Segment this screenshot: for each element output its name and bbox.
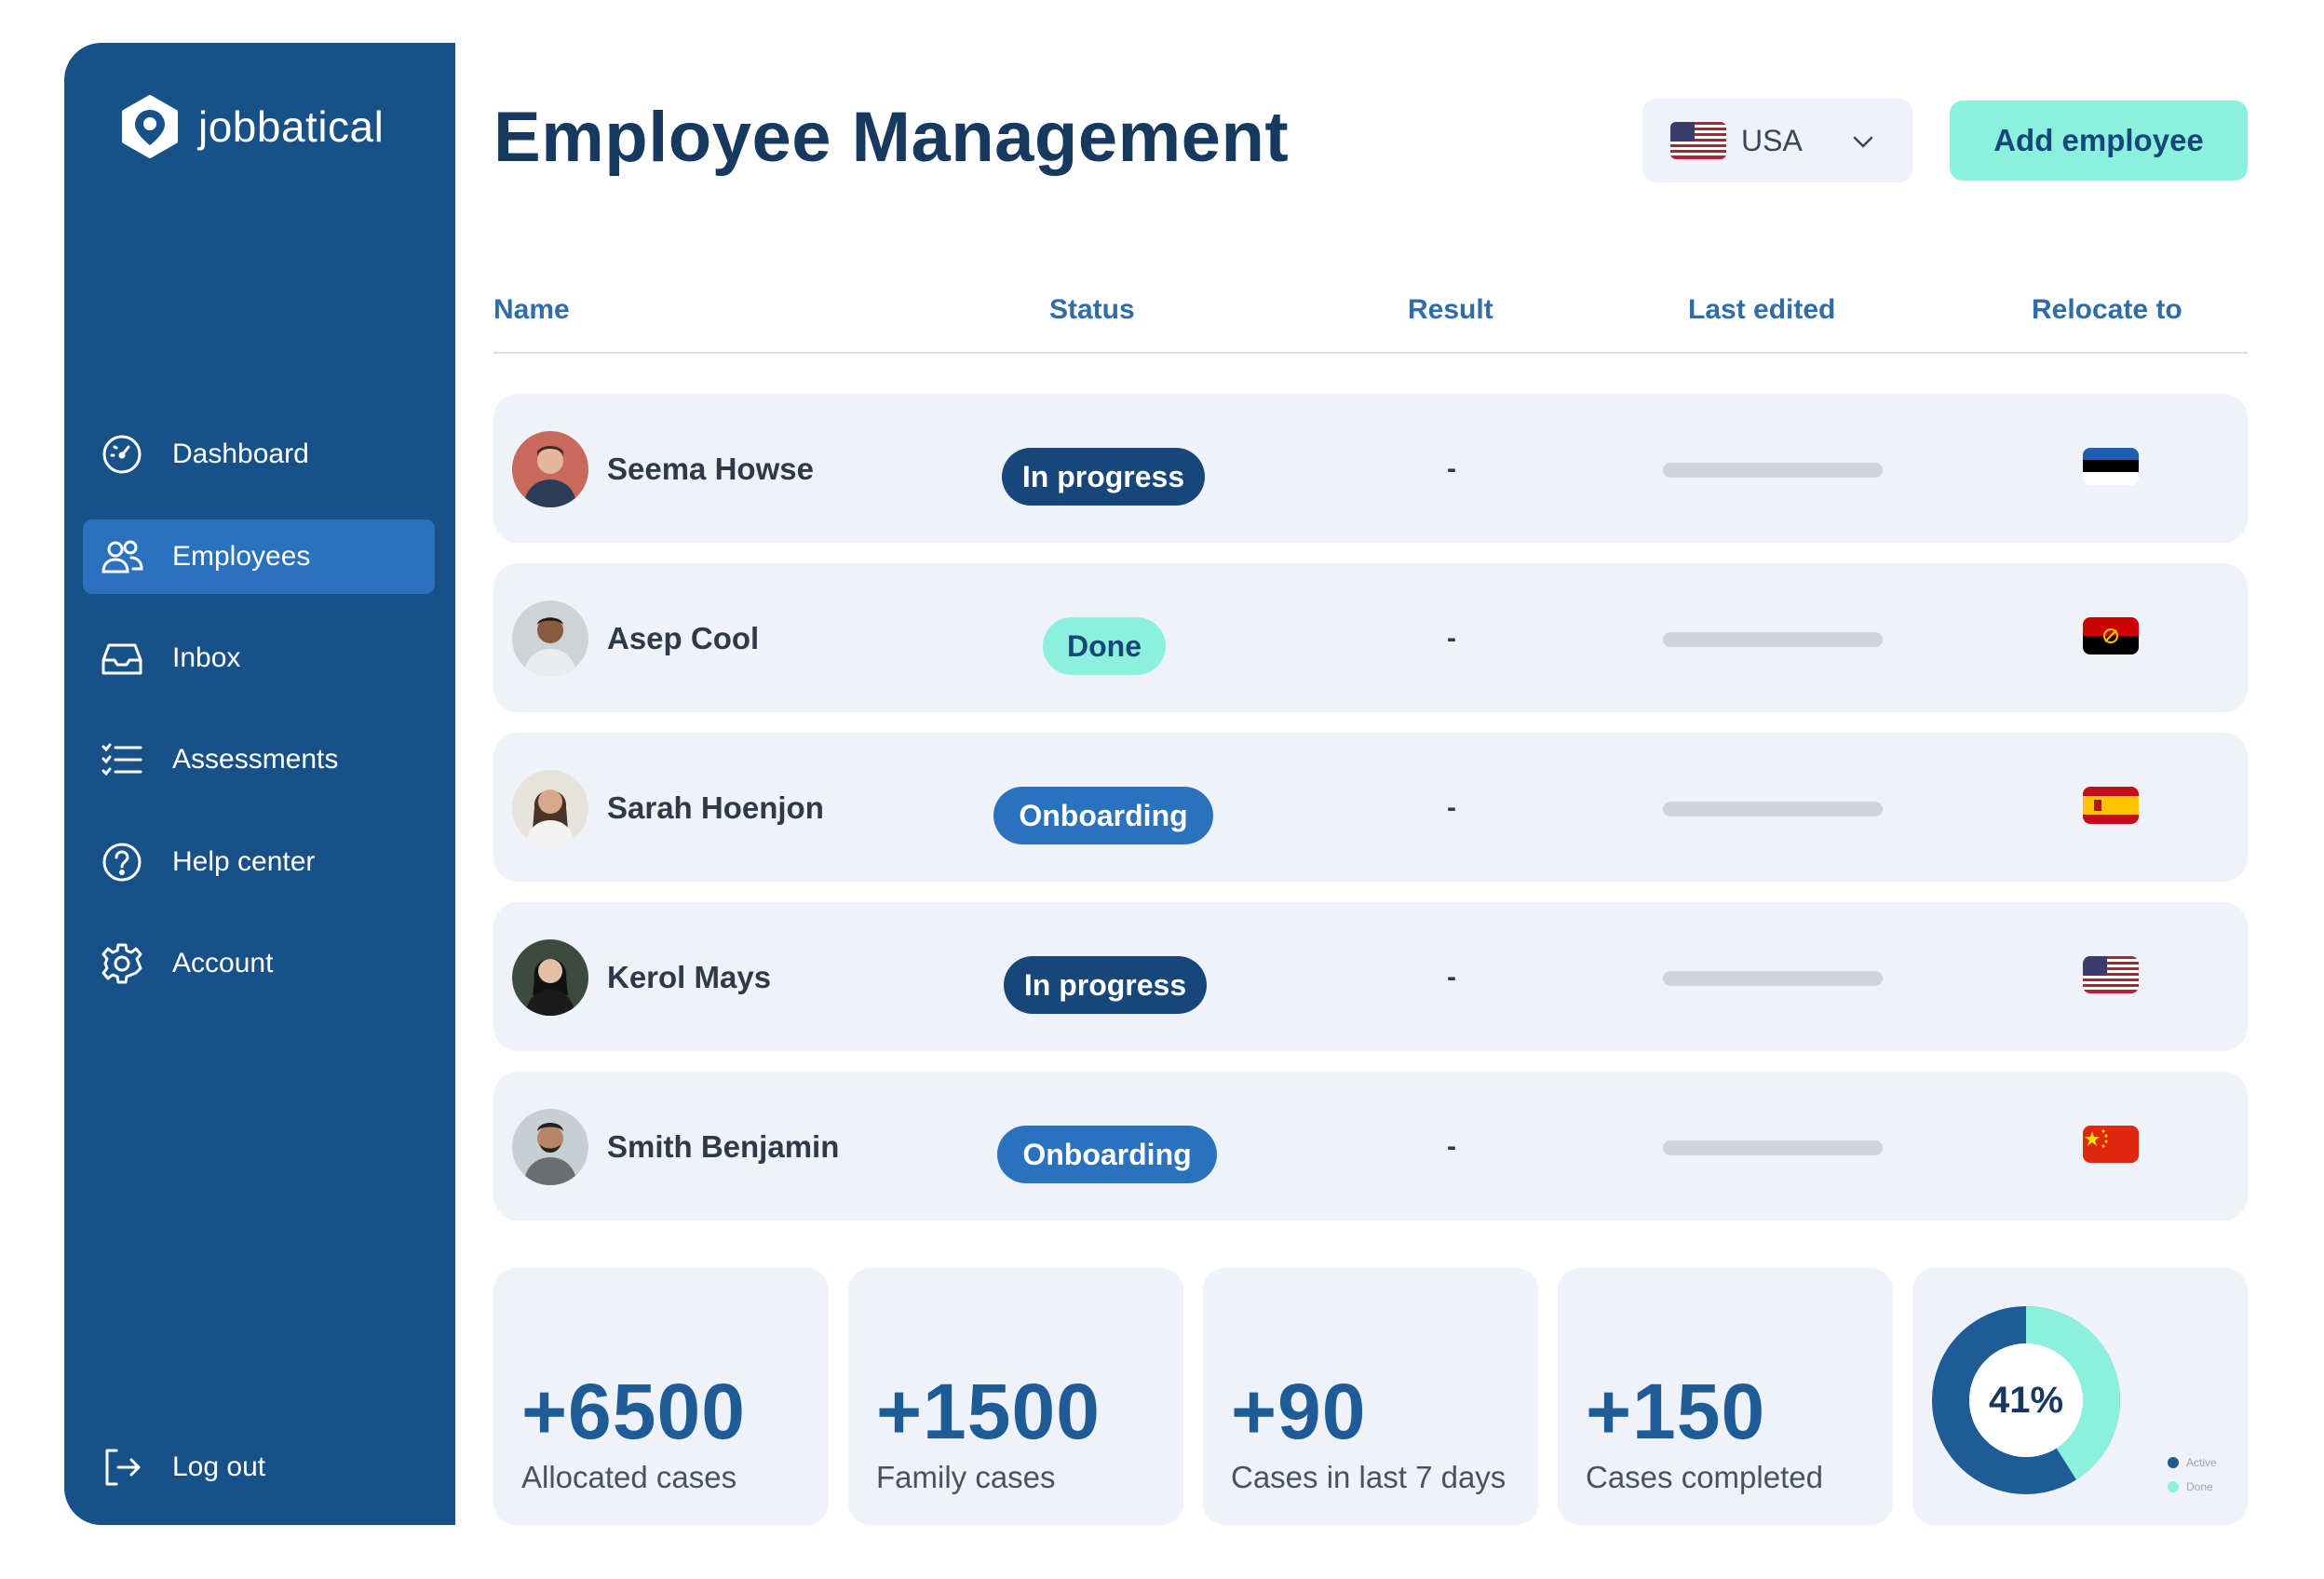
last-edited-placeholder [1663,802,1883,816]
logout-button[interactable]: Log out [83,1430,435,1505]
last-edited-placeholder [1663,971,1883,986]
table-header-divider [493,352,2248,354]
usa-flag-icon [2083,956,2139,993]
sidebar-item-label: Help center [172,846,316,877]
angola-flag-icon [2083,617,2139,655]
legend-item-done: Done [2168,1480,2213,1493]
stat-label: Cases completed [1586,1460,1823,1494]
completion-donut-card: 41% Active Done [1912,1268,2248,1525]
donut-done-arc [1932,1306,2120,1494]
spain-flag-icon [2083,787,2139,824]
donut-center [1969,1343,2083,1457]
stat-label: Allocated cases [521,1460,737,1494]
column-header-result[interactable]: Result [1408,294,1493,325]
result-value: - [1447,623,1456,654]
sidebar-item-account[interactable]: Account [83,926,435,1001]
last-edited-placeholder [1663,1140,1883,1155]
avatar [512,939,588,1016]
brand-logo[interactable]: jobbatical [118,95,384,158]
add-employee-button[interactable]: Add employee [1950,101,2248,181]
inbox-icon [101,643,142,675]
avatar [512,601,588,677]
stat-card-cases-completed: +150 Cases completed [1558,1268,1893,1525]
sidebar-item-dashboard[interactable]: Dashboard [83,417,435,492]
country-select[interactable]: USA [1642,99,1912,182]
donut-chart [1932,1306,2120,1494]
legend-swatch [2168,1457,2179,1468]
gear-icon [101,943,142,984]
checklist-icon [101,743,142,776]
employee-name: Kerol Mays [607,960,772,994]
stat-card-allocated-cases: +6500 Allocated cases [493,1268,829,1525]
stat-card-cases-last-7-days: +90 Cases in last 7 days [1203,1268,1538,1525]
stat-value: +90 [1231,1368,1367,1455]
sidebar-item-help-center[interactable]: Help center [83,825,435,899]
legend-label: Done [2186,1480,2213,1493]
status-badge: In progress [1004,956,1207,1014]
result-value: - [1447,453,1456,484]
table-row[interactable]: Asep Cool Done - [493,563,2248,712]
stat-value: +1500 [876,1368,1101,1455]
table-row[interactable]: Sarah Hoenjon Onboarding - [493,733,2248,882]
logout-label: Log out [172,1451,266,1482]
sidebar-item-assessments[interactable]: Assessments [83,722,435,797]
jobbatical-logo-icon [122,95,178,158]
brand-name: jobbatical [198,102,385,151]
legend-swatch [2168,1481,2179,1492]
china-flag-icon [2083,1126,2139,1163]
stat-card-family-cases: +1500 Family cases [848,1268,1183,1525]
sidebar-item-label: Account [172,948,274,978]
table-row[interactable]: Smith Benjamin Onboarding - [493,1072,2248,1221]
page-title: Employee Management [493,98,1290,177]
country-select-value: USA [1741,123,1803,157]
chevron-down-icon [1853,136,1873,148]
status-badge: Onboarding [993,787,1213,844]
employee-name: Asep Cool [607,621,760,655]
result-value: - [1447,792,1456,823]
last-edited-placeholder [1663,463,1883,478]
sidebar-item-label: Employees [172,541,311,572]
stat-value: +6500 [521,1368,746,1455]
status-badge: In progress [1002,448,1205,506]
table-row[interactable]: Seema Howse In progress - [493,394,2248,543]
result-value: - [1447,1131,1456,1162]
employee-name: Smith Benjamin [607,1129,840,1164]
stat-value: +150 [1586,1368,1766,1455]
sidebar-item-label: Dashboard [172,439,309,469]
result-value: - [1447,962,1456,992]
table-row[interactable]: Kerol Mays In progress - [493,902,2248,1051]
us-flag-icon [1670,122,1726,159]
logout-icon [105,1449,141,1486]
avatar [512,770,588,846]
estonia-flag-icon [2083,448,2139,485]
sidebar-item-inbox[interactable]: Inbox [83,621,435,695]
column-header-name[interactable]: Name [493,294,570,325]
avatar [512,1109,588,1185]
avatar [512,431,588,507]
people-icon [101,540,143,574]
last-edited-placeholder [1663,632,1883,647]
sidebar-item-employees[interactable]: Employees [83,520,435,594]
column-header-relocate-to[interactable]: Relocate to [2032,294,2182,325]
status-badge: Done [1043,617,1166,675]
question-icon [102,843,142,882]
stat-label: Family cases [876,1460,1056,1494]
stat-label: Cases in last 7 days [1231,1460,1507,1494]
sidebar-item-label: Assessments [172,744,339,775]
legend-label: Active [2186,1456,2217,1469]
column-header-status[interactable]: Status [1049,294,1135,325]
column-header-last-edited[interactable]: Last edited [1688,294,1836,325]
sidebar: jobbatical Dashboard Employees Inbox Ass… [64,43,455,1525]
sidebar-item-label: Inbox [172,642,241,673]
donut-percent-label: 41% [1988,1380,2064,1421]
status-badge: Onboarding [997,1126,1217,1183]
employee-name: Sarah Hoenjon [607,790,824,825]
legend-item-active: Active [2168,1456,2217,1469]
gauge-icon [102,435,142,474]
employee-name: Seema Howse [607,452,814,486]
